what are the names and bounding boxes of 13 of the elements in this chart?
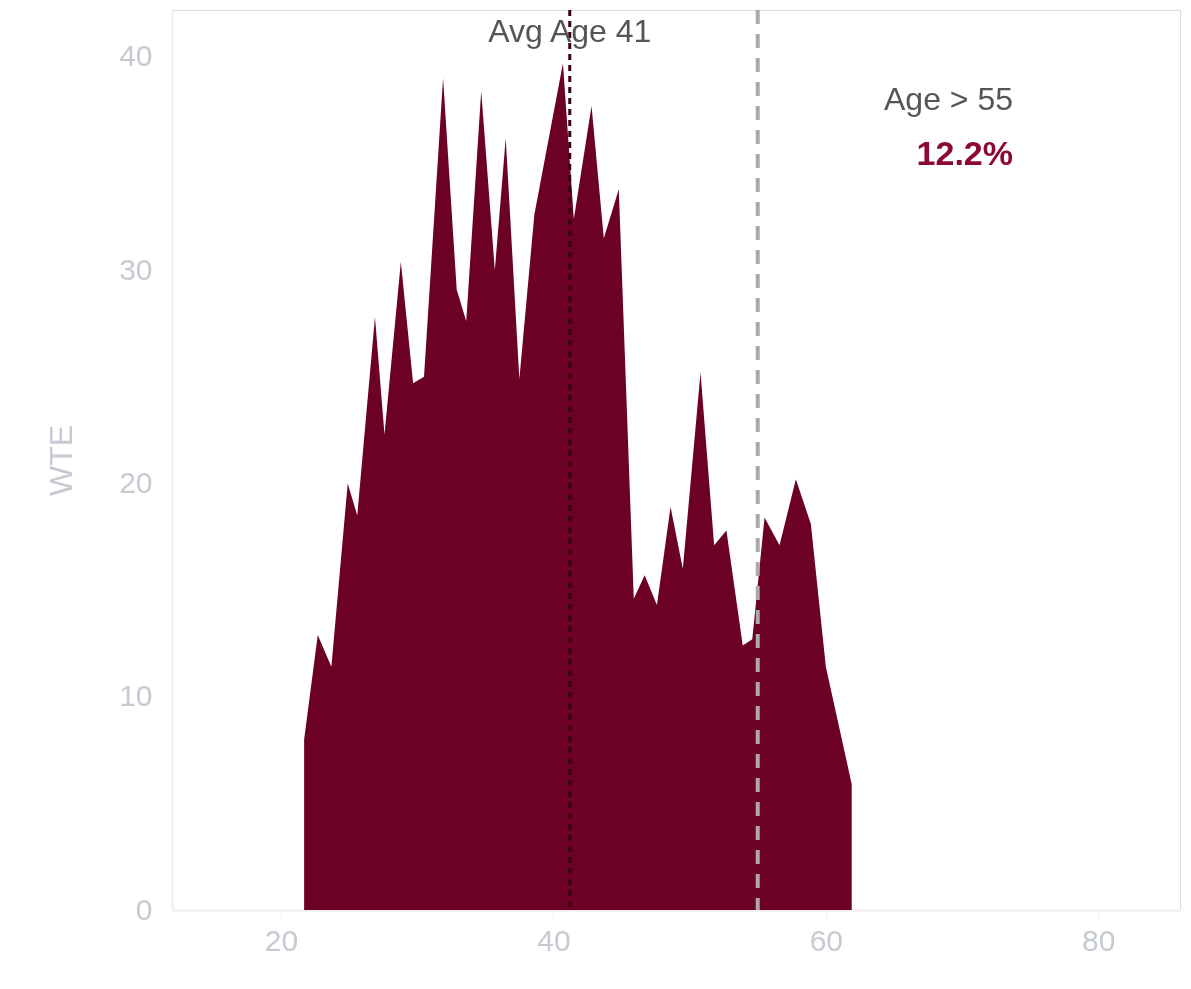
- x-tick-label: 20: [264, 923, 299, 957]
- annotation: Age > 55: [884, 81, 1013, 117]
- y-tick-label: 40: [119, 39, 153, 73]
- y-tick-label: 10: [119, 679, 153, 713]
- annotation: 12.2%: [916, 134, 1013, 172]
- x-tick-label: 40: [537, 923, 571, 957]
- y-tick-label: 0: [135, 892, 153, 926]
- y-axis-title: WTE: [43, 424, 80, 497]
- x-tick-label: 60: [809, 923, 844, 957]
- x-tick-label: 80: [1082, 923, 1116, 957]
- y-tick-label: 20: [119, 465, 153, 499]
- ref-line-label: Avg Age 41: [488, 13, 652, 49]
- y-tick-label: 30: [119, 252, 153, 286]
